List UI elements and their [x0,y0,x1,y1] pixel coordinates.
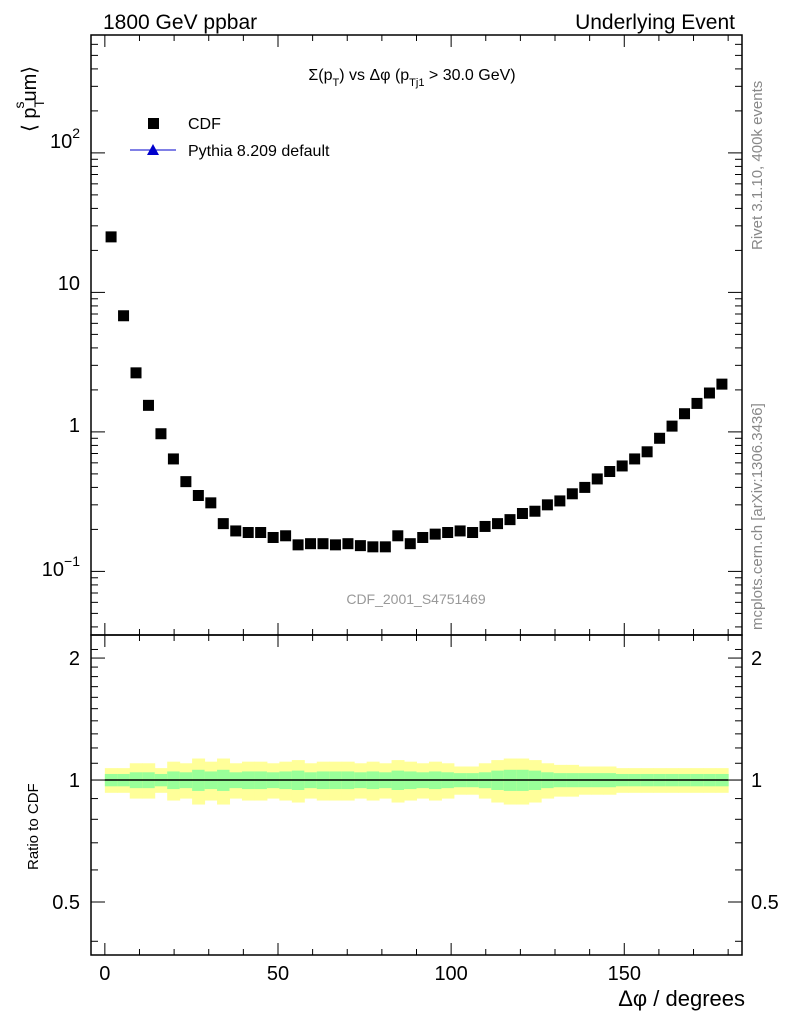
cdf-data-point [504,514,516,526]
cdf-data-point [516,508,528,520]
cdf-data-point [641,446,653,458]
cdf-data-point [566,488,578,500]
cdf-data-point [305,538,317,550]
cdf-data-point [579,481,591,493]
cdf-data-point [679,408,691,420]
cdf-data-point [230,525,242,537]
ratio-ytick-label-right: 0.5 [751,892,779,914]
ratio-ytick-label-left: 2 [69,648,80,670]
legend-pythia-marker [147,144,159,155]
cdf-data-point [703,387,715,399]
cdf-data-point [492,518,504,530]
header-left: 1800 GeV ppbar [103,11,257,34]
cdf-data-point [654,432,666,444]
cdf-data-point [342,538,354,550]
cdf-data-point [392,530,404,542]
cdf-data-point [666,420,678,432]
ytick-label-0.1: 10−1 [42,553,80,581]
ratio-ytick-label-right: 2 [751,648,762,670]
cdf-data-point [442,527,454,539]
mcplots-label: mcplots.cern.ch [arXiv:1306.3436] [749,403,766,630]
cdf-data-point [105,231,117,243]
xtick-label: 150 [608,963,641,985]
xtick-label: 100 [434,963,467,985]
cdf-data-point [292,539,304,551]
cdf-data-point [167,453,179,465]
cdf-data-point [180,476,192,488]
cdf-data-point [529,505,541,517]
ratio-y-label: Ratio to CDF [25,783,42,870]
cdf-data-point [142,399,154,411]
legend-pythia-label: Pythia 8.209 default [188,143,330,160]
xtick-label: 0 [99,963,110,985]
cdf-data-point [367,541,379,553]
cdf-data-point [716,378,728,390]
cdf-data-point [417,531,429,543]
cdf-data-point [629,453,641,465]
ratio-ytick-label-right: 1 [751,770,762,792]
cdf-data-point [467,527,479,539]
legend-cdf-label: CDF [188,116,221,133]
cdf-data-point [130,367,142,379]
ratio-ytick-label-left: 0.5 [52,892,80,914]
ytick-label-100: 102 [50,125,80,153]
cdf-data-point [604,466,616,478]
cdf-data-point [429,528,441,540]
cdf-data-point [454,525,466,537]
legend-cdf-marker [148,118,159,129]
cdf-data-point [404,538,416,550]
cdf-data-point [205,497,217,509]
chart-title: Σ(pT) vs Δφ (pTj1 > 30.0 GeV) [308,67,515,89]
cdf-data-point [280,530,292,542]
cdf-data-point [242,527,254,539]
cdf-data-point [379,541,391,553]
cdf-data-point [691,397,703,409]
x-axis-label: Δφ / degrees [618,986,745,1011]
cdf-data-point [118,310,130,322]
ratio-ytick-label-left: 1 [69,770,80,792]
rivet-label: Rivet 3.1.10, 400k events [749,81,766,250]
cdf-data-point [255,527,267,539]
ytick-label-10: 10 [58,273,80,295]
cdf-data-point [192,489,204,501]
cdf-data-point [155,428,167,440]
cdf-data-point [591,473,603,485]
cdf-data-point [329,539,341,551]
cdf-data-point [616,460,628,472]
cdf-data-point [317,538,329,550]
cdf-data-point [541,499,553,511]
cdf-data-point [554,495,566,507]
ytick-label-1: 1 [69,415,80,437]
y-axis-label: ⟨ pTsum⟩ [11,66,47,132]
cdf-data-point [479,520,491,532]
xtick-label: 50 [267,963,289,985]
ratio-panel: 0 50 100 150 0.5 0.5 1 1 2 2 [52,35,779,985]
cdf-data-point [354,540,366,552]
legend: CDF Pythia 8.209 default [130,116,330,160]
cdf-data-point [267,531,279,543]
header-right: Underlying Event [575,11,735,34]
analysis-watermark: CDF_2001_S4751469 [346,591,486,607]
cdf-data-point [217,518,229,530]
